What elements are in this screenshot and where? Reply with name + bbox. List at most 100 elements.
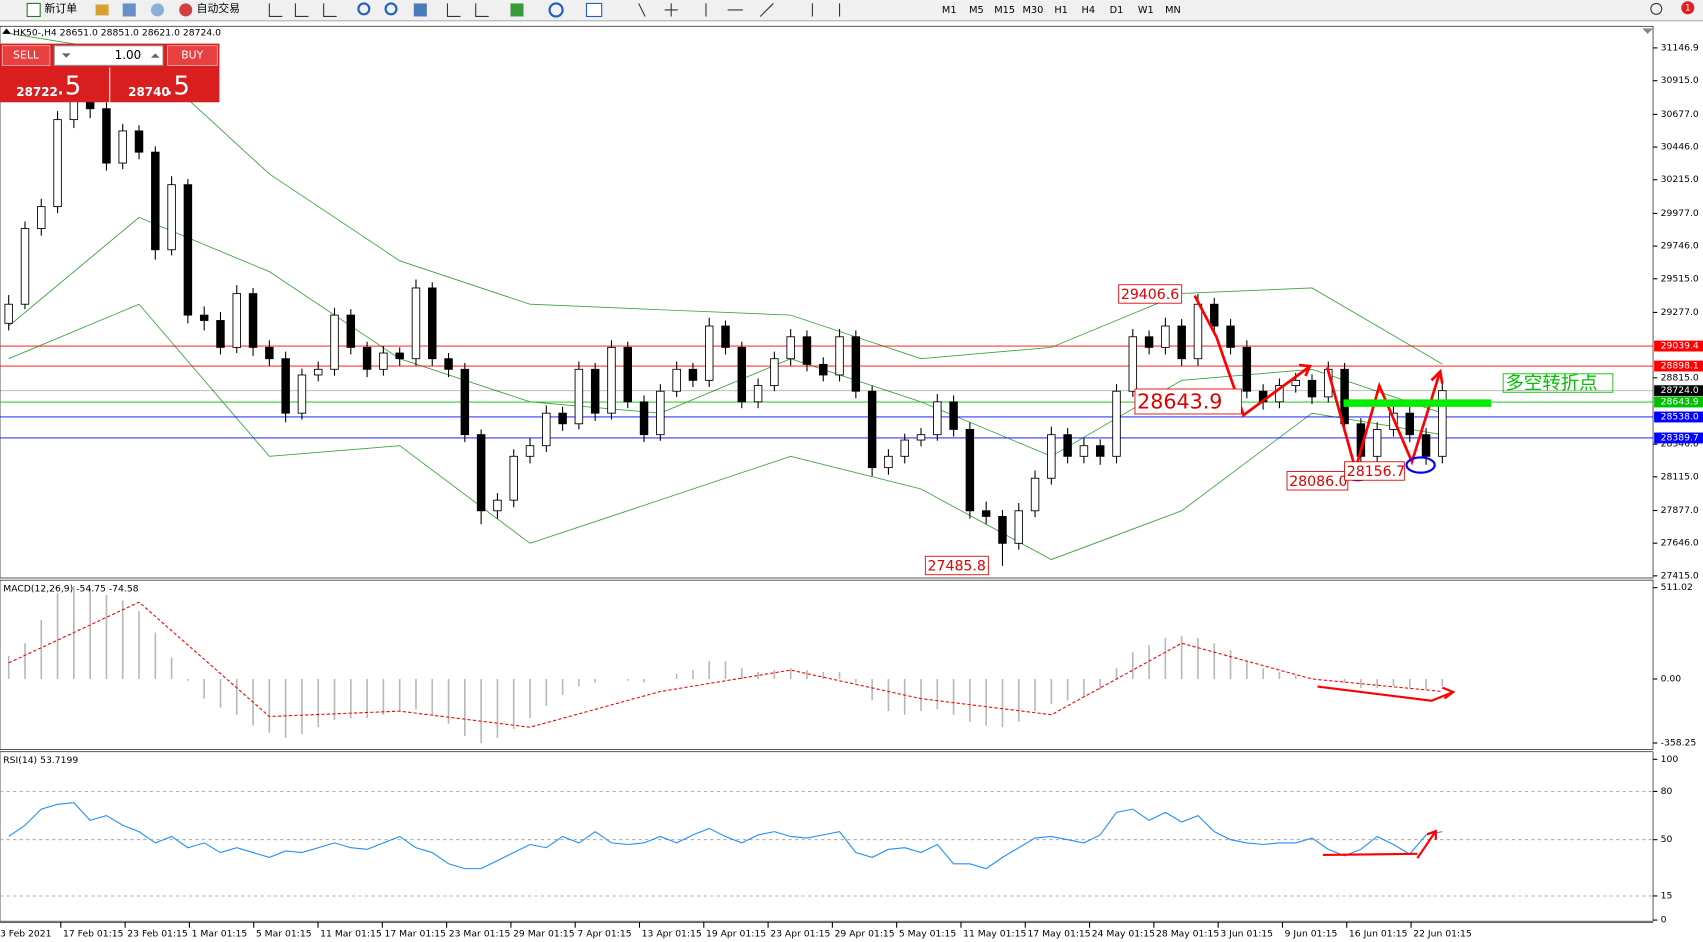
notification-badge[interactable] <box>1681 1 1695 15</box>
candle-body <box>1030 477 1040 512</box>
timeframe-button[interactable]: M30 <box>1022 5 1043 16</box>
candle-body <box>867 390 877 469</box>
new-order-icon[interactable] <box>26 2 41 18</box>
chart-type-icons[interactable] <box>268 3 337 18</box>
candle-body <box>428 287 437 360</box>
time-label: 5 Mar 01:15 <box>256 929 312 940</box>
timeframe-button[interactable]: MN <box>1165 5 1181 16</box>
timeframe-button[interactable]: M1 <box>942 5 957 16</box>
annotation-label: 27485.8 <box>928 559 986 575</box>
y-tick-label: 31146.9 <box>1661 42 1699 53</box>
candle-body <box>1177 325 1186 360</box>
templates-icon[interactable] <box>585 2 603 18</box>
y-tick-label: 100 <box>1661 754 1679 765</box>
candle-body <box>802 336 812 365</box>
time-label: 5 May 01:15 <box>899 929 956 940</box>
candle-body <box>900 439 909 457</box>
periods-icon[interactable] <box>548 2 564 18</box>
price-level-label: 28643.9 <box>1661 397 1699 408</box>
candle-body <box>981 510 991 517</box>
y-tick-label: 28115.0 <box>1661 471 1699 482</box>
timeframe-button[interactable]: D1 <box>1110 5 1124 16</box>
icon[interactable] <box>122 3 136 17</box>
candle-body <box>851 336 861 392</box>
y-tick-label: 27646.0 <box>1661 538 1699 549</box>
rsi-label: RSI(14) 53.7199 <box>3 755 78 766</box>
price-level-label: 28538.0 <box>1661 411 1699 422</box>
annotation-label: 28643.9 <box>1137 390 1222 414</box>
timeframe-button[interactable]: M15 <box>994 5 1015 16</box>
search[interactable] <box>1650 2 1663 15</box>
time-label: 22 Jun 01:15 <box>1413 929 1472 940</box>
lots-input[interactable] <box>53 45 164 66</box>
sell-label: SELL <box>13 49 39 62</box>
candle-body <box>933 401 942 436</box>
time-label: 17 Feb 01:15 <box>63 929 124 940</box>
candle-body <box>20 228 30 305</box>
candle-body <box>346 314 356 348</box>
y-tick-label: 15 <box>1661 890 1673 901</box>
candle-body <box>4 303 13 324</box>
price-level-label: 29039.4 <box>1661 341 1699 352</box>
time-label: 3 Jun 01:15 <box>1220 929 1273 940</box>
candle-body <box>1047 434 1056 479</box>
time-label: 23 Mar 01:15 <box>449 929 511 940</box>
candle-body <box>362 346 372 370</box>
bid-price[interactable]: 28722 <box>16 85 58 99</box>
indicators-icon[interactable] <box>510 3 524 17</box>
ask-fraction: .5 <box>165 72 190 102</box>
scroll-icons[interactable] <box>446 3 489 18</box>
candle-body <box>476 434 486 512</box>
timeframe-button[interactable]: W1 <box>1138 5 1154 16</box>
candle-body <box>1079 445 1089 457</box>
macd-pane <box>0 579 1654 750</box>
zoom-out[interactable] <box>384 2 398 16</box>
arrow-head <box>1441 686 1456 700</box>
zoom-in[interactable] <box>357 2 371 16</box>
timeframe-button[interactable]: H1 <box>1054 5 1068 16</box>
timeframe-button[interactable]: H4 <box>1081 5 1095 16</box>
candle-body <box>525 445 535 457</box>
candle-body <box>819 363 828 376</box>
y-tick-label: 0.00 <box>1661 673 1682 684</box>
candle-body <box>265 346 274 360</box>
candle-body <box>151 151 160 251</box>
new-order-button[interactable]: 新订单 <box>45 1 78 15</box>
zigzag-arrow <box>1193 294 1310 418</box>
timeframe-button[interactable]: M5 <box>969 5 984 16</box>
header-marker <box>2 28 11 34</box>
candle-body <box>509 455 518 501</box>
sell-button[interactable] <box>1 45 51 66</box>
bollinger-upper <box>8 32 1443 365</box>
candle-body <box>607 346 616 414</box>
tile-icon[interactable] <box>413 3 427 17</box>
price-level-tag <box>1654 396 1703 408</box>
time-label: 19 Apr 01:15 <box>706 929 766 940</box>
drawing-tools[interactable] <box>638 3 841 17</box>
ask-price[interactable]: 28740 <box>128 85 170 99</box>
rsi-divergence-line <box>1322 852 1418 857</box>
icon[interactable] <box>95 4 109 16</box>
candle-body <box>134 130 144 153</box>
candle-body <box>949 401 958 430</box>
buy-button[interactable] <box>166 45 218 66</box>
candle-body <box>493 499 502 512</box>
icon[interactable] <box>150 3 165 17</box>
candle-body <box>1128 336 1138 392</box>
y-tick-label: 50 <box>1661 834 1673 845</box>
lots-value: 1.00 <box>115 48 142 62</box>
time-label: 29 Apr 01:15 <box>835 929 895 940</box>
candle-body <box>1095 445 1105 457</box>
candle-body <box>411 287 421 360</box>
auto-trading-button[interactable]: 自动交易 <box>197 1 240 15</box>
y-tick-label: 27415.0 <box>1661 570 1699 581</box>
scroll-marker <box>1642 28 1654 34</box>
auto-trading-icon[interactable] <box>179 3 193 17</box>
price-level-tag <box>1654 360 1703 372</box>
candle-body <box>1372 429 1382 457</box>
candle-body <box>737 346 747 403</box>
bollinger-lower <box>8 303 1443 561</box>
time-label: 9 Jun 01:15 <box>1285 929 1338 940</box>
price-level-tag <box>1654 411 1703 423</box>
